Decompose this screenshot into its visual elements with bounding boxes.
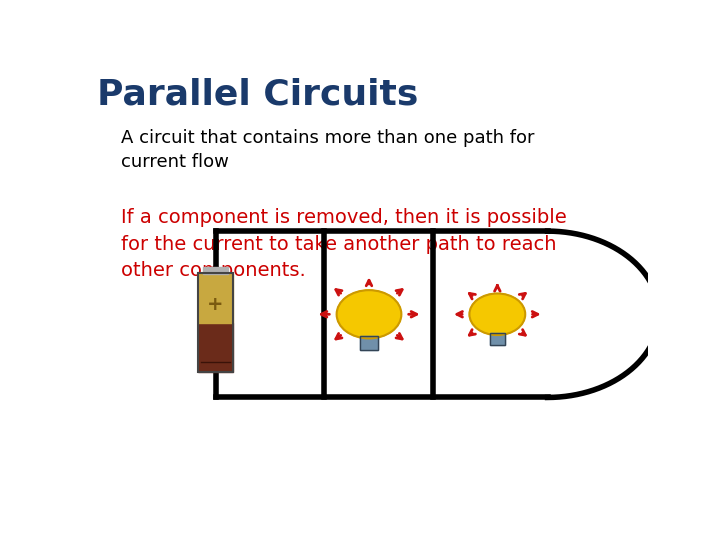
Text: +: + xyxy=(207,295,224,314)
Bar xyxy=(198,273,233,322)
Text: Parallel Circuits: Parallel Circuits xyxy=(96,77,418,111)
Bar xyxy=(490,333,505,345)
Bar xyxy=(198,322,233,373)
Text: If a component is removed, then it is possible
for the current to take another p: If a component is removed, then it is po… xyxy=(121,208,567,280)
Bar xyxy=(204,267,228,274)
Text: A circuit that contains more than one path for
current flow: A circuit that contains more than one pa… xyxy=(121,129,534,171)
Bar xyxy=(360,336,378,350)
Circle shape xyxy=(337,290,401,339)
Bar xyxy=(360,336,378,350)
Bar xyxy=(490,333,505,345)
Circle shape xyxy=(469,293,526,335)
Bar xyxy=(198,273,233,373)
